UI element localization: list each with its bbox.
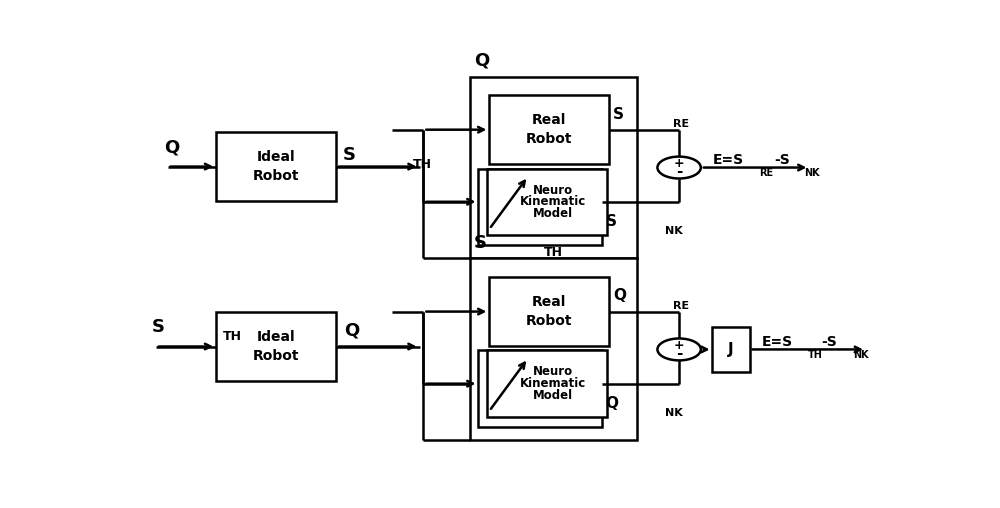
Text: Robot: Robot (253, 169, 299, 183)
Text: Q: Q (344, 322, 359, 340)
Text: Q: Q (164, 138, 179, 156)
Text: J: J (728, 342, 734, 357)
Bar (487, 169, 607, 235)
Text: E=S: E=S (712, 153, 744, 167)
Text: -S: -S (822, 335, 837, 348)
Text: Real: Real (532, 295, 566, 309)
Bar (478, 169, 602, 245)
Bar (216, 133, 336, 201)
Text: Model: Model (533, 207, 573, 220)
Text: Kinematic: Kinematic (520, 377, 586, 390)
Text: Robot: Robot (526, 133, 573, 146)
Text: NK: NK (665, 408, 683, 418)
Text: Ideal: Ideal (257, 150, 295, 164)
Text: S: S (342, 146, 355, 164)
Text: +: + (674, 338, 684, 352)
Text: -: - (676, 346, 682, 361)
Bar (712, 327, 750, 372)
Text: NK: NK (804, 169, 820, 178)
Text: NK: NK (665, 226, 683, 236)
Text: S: S (613, 107, 624, 121)
Bar (216, 312, 336, 380)
Text: Q: Q (606, 396, 618, 411)
Text: TH: TH (413, 158, 432, 171)
Text: Ideal: Ideal (257, 330, 295, 344)
Text: Robot: Robot (253, 350, 299, 363)
Text: Model: Model (533, 389, 573, 402)
Bar (470, 77, 637, 259)
Text: E=S: E=S (761, 335, 792, 348)
Circle shape (657, 338, 701, 360)
Text: NK: NK (853, 351, 868, 360)
Text: -S: -S (774, 153, 790, 167)
Text: TH: TH (223, 330, 242, 343)
Text: TH: TH (808, 351, 823, 360)
Text: Q: Q (613, 289, 626, 303)
Text: RE: RE (759, 169, 773, 178)
Bar (478, 351, 602, 427)
Text: Real: Real (532, 113, 566, 127)
Text: RE: RE (673, 119, 689, 129)
Bar (489, 277, 609, 346)
Bar (489, 96, 609, 164)
Bar (487, 351, 607, 417)
Text: Kinematic: Kinematic (520, 195, 586, 208)
Text: S: S (152, 318, 165, 336)
Text: Neuro: Neuro (533, 183, 573, 197)
Text: -: - (676, 165, 682, 179)
Text: TH: TH (544, 246, 563, 259)
Text: S: S (606, 214, 616, 229)
Text: +: + (674, 156, 684, 170)
Bar (470, 259, 637, 440)
Text: S: S (474, 234, 487, 252)
Circle shape (657, 156, 701, 178)
Text: Robot: Robot (526, 314, 573, 328)
Text: RE: RE (673, 301, 689, 311)
Text: Q: Q (474, 52, 489, 70)
Text: Neuro: Neuro (533, 365, 573, 378)
